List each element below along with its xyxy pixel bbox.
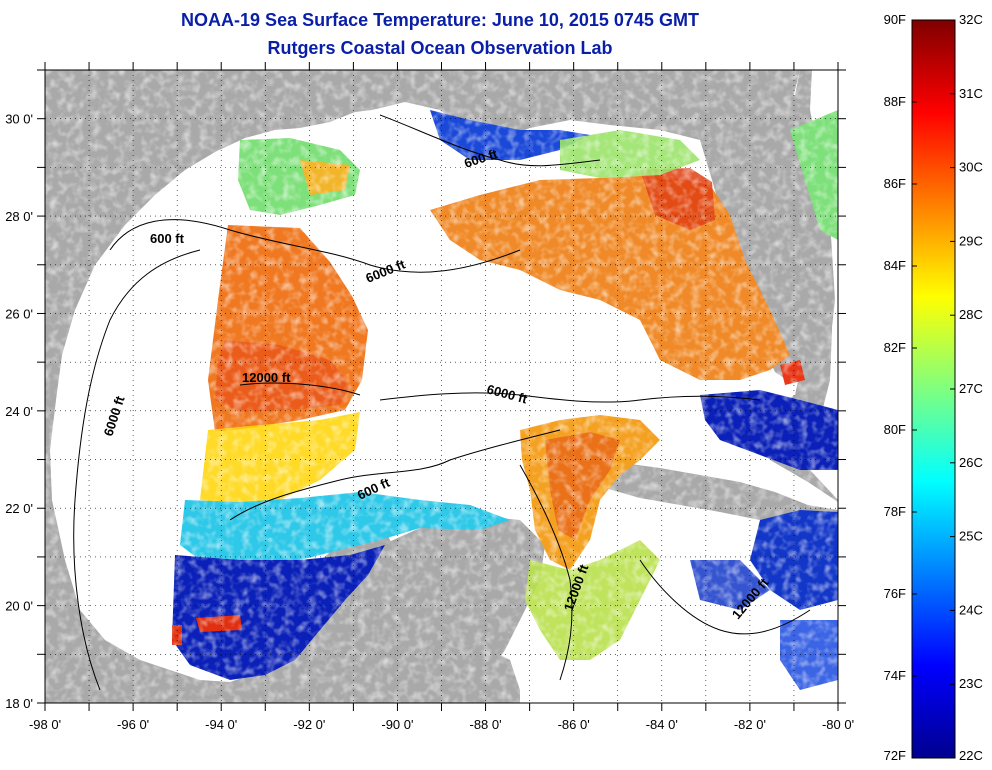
colorbar-f-label: 80F	[884, 422, 906, 437]
contour-label: 600 ft	[150, 231, 185, 246]
colorbar-f-label: 72F	[884, 748, 906, 763]
colorbar-f-label: 88F	[884, 94, 906, 109]
y-tick-label: 28 0'	[5, 209, 33, 224]
colorbar-c-label: 26C	[959, 455, 983, 470]
colorbar-c-label: 23C	[959, 676, 983, 691]
colorbar-f-label: 90F	[884, 12, 906, 27]
longitude-labels: -98 0' -96 0' -94 0' -92 0' -90 0' -88 0' -86 …	[29, 717, 854, 732]
y-tick-label: 18 0'	[5, 696, 33, 711]
x-tick-label: -94 0'	[205, 717, 237, 732]
x-tick-label: -80 0'	[822, 717, 854, 732]
colorbar-f-label: 76F	[884, 586, 906, 601]
colorbar-f-label: 84F	[884, 258, 906, 273]
x-tick-label: -92 0'	[293, 717, 325, 732]
colorbar-c-label: 22C	[959, 748, 983, 763]
y-tick-label: 24 0'	[5, 404, 33, 419]
x-tick-label: -82 0'	[734, 717, 766, 732]
x-tick-label: -86 0'	[558, 717, 590, 732]
colorbar-c-label: 27C	[959, 381, 983, 396]
colorbar-f-label: 86F	[884, 176, 906, 191]
y-tick-label: 30 0'	[5, 112, 33, 127]
colorbar-c-label: 25C	[959, 529, 983, 544]
x-tick-label: -84 0'	[646, 717, 678, 732]
y-tick-label: 20 0'	[5, 599, 33, 614]
graticule	[37, 62, 846, 711]
bathymetry-contours	[73, 114, 811, 691]
x-tick-label: -98 0'	[29, 717, 61, 732]
colorbar-f-label: 82F	[884, 340, 906, 355]
colorbar-f-label: 78F	[884, 504, 906, 519]
colorbar-gradient	[911, 19, 956, 759]
x-tick-label: -88 0'	[469, 717, 501, 732]
map-subtitle: Rutgers Coastal Ocean Observation Lab	[267, 38, 613, 58]
latitude-labels: 18 0' 20 0' 22 0' 24 0' 26 0' 28 0' 30 0'	[5, 112, 33, 711]
colorbar-celsius-labels: 32C 31C 30C 29C 28C 27C 26C 25C 24C 23C 22C	[950, 12, 983, 763]
colorbar-c-label: 28C	[959, 307, 983, 322]
colorbar-fahrenheit-labels: 90F 88F 86F 84F 82F 80F 78F 76F 74F 72F	[884, 12, 917, 763]
y-tick-label: 26 0'	[5, 306, 33, 321]
y-tick-label: 22 0'	[5, 501, 33, 516]
colorbar-c-label: 30C	[959, 160, 983, 175]
colorbar-f-label: 74F	[884, 668, 906, 683]
colorbar-c-label: 32C	[959, 12, 983, 27]
colorbar-c-label: 31C	[959, 86, 983, 101]
contour-label: 12000 ft	[242, 370, 291, 385]
x-tick-label: -90 0'	[381, 717, 413, 732]
map-title: NOAA-19 Sea Surface Temperature: June 10…	[181, 10, 699, 30]
colorbar-c-label: 29C	[959, 233, 983, 248]
colorbar-c-label: 24C	[959, 602, 983, 617]
x-tick-label: -96 0'	[117, 717, 149, 732]
